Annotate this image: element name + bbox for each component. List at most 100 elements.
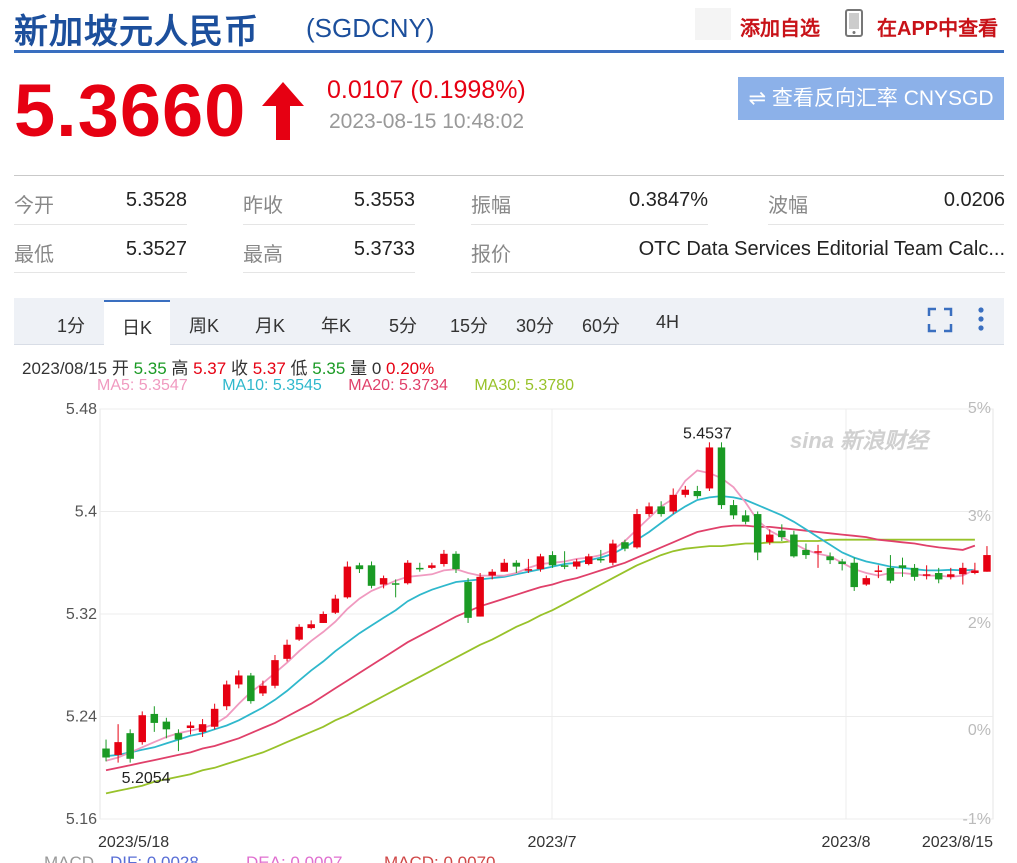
candle-body (162, 721, 171, 730)
candle-body (898, 565, 907, 568)
tab-60min[interactable]: 60分 (582, 316, 621, 336)
candlestick-chart[interactable]: 5.48 5.4 5.32 5.24 5.16 5% 3% 2% 0% -1% sina 新浪财经 5… (0, 395, 1017, 863)
x-tick-label: 2023/5/18 (98, 834, 169, 851)
candle-body (488, 571, 496, 576)
view-in-app-button[interactable]: 在APP中查看 (877, 18, 999, 40)
candle-body (886, 567, 895, 581)
stat-divider (14, 272, 187, 273)
candle-body (114, 742, 122, 755)
y2-tick-label: 2% (968, 615, 991, 632)
tab-5min[interactable]: 5分 (389, 316, 418, 336)
candle-body (343, 566, 352, 598)
candle-body (597, 558, 605, 561)
candle-body (126, 733, 134, 759)
macd-dif: DIF: 0.0028 (110, 853, 199, 863)
watch-placeholder (695, 8, 731, 40)
candle-body (331, 598, 340, 613)
candle-body (391, 583, 400, 585)
candle-body (355, 565, 364, 570)
stats-divider (14, 175, 1004, 176)
candle-body (295, 626, 303, 640)
info-date: 2023/08/15 (22, 359, 108, 378)
tab-yearly[interactable]: 年K (321, 316, 352, 336)
legend-ma20: MA20: 5.3734 (348, 377, 448, 394)
add-watchlist-button[interactable]: 添加自选 (740, 18, 820, 40)
candle-body (802, 549, 810, 556)
info-low-label: 低 (290, 359, 308, 378)
tab-4h[interactable]: 4H (656, 312, 680, 332)
up-arrow-icon (262, 82, 304, 140)
candle-body (934, 573, 943, 580)
y-tick-label: 5.32 (66, 606, 97, 623)
candle-body (150, 713, 159, 723)
x-tick-label: 2023/8/15 (922, 834, 993, 851)
candle-body (138, 715, 146, 743)
candle-body (379, 578, 388, 585)
candle-body (548, 555, 557, 566)
info-low: 5.35 (312, 359, 346, 378)
x-tick-label: 2023/7 (528, 834, 577, 851)
y2-tick-label: 0% (968, 722, 991, 739)
y-tick-label: 5.48 (66, 401, 97, 418)
info-vol-label: 量 (350, 359, 368, 378)
stat-label-amplitude: 振幅 (471, 195, 511, 217)
min-annotation: 5.2054 (122, 770, 171, 787)
stat-value-low: 5.3527 (125, 238, 187, 260)
candle-body (307, 624, 315, 629)
candle-body (198, 724, 207, 732)
tab-15min[interactable]: 15分 (450, 316, 489, 336)
y-tick-label: 5.16 (66, 811, 97, 828)
quote-timestamp: 2023-08-15 10:48:02 (329, 110, 524, 133)
candle-body (874, 570, 883, 572)
stat-label-prev-close: 昨收 (243, 195, 283, 217)
stat-divider (14, 224, 187, 225)
tab-1min[interactable]: 1分 (57, 316, 86, 336)
stat-divider (768, 224, 1004, 225)
candle-body (536, 556, 545, 570)
macd-dea: DEA: 0.0007 (246, 853, 342, 863)
candle-body (947, 574, 955, 577)
candle-body (669, 494, 677, 512)
candle-body (102, 748, 110, 758)
fullscreen-icon[interactable] (927, 307, 953, 333)
stat-label-range: 波幅 (768, 195, 808, 217)
candle-body (560, 565, 569, 567)
candle-body (247, 675, 255, 702)
stat-value-range: 0.0206 (943, 189, 1005, 211)
stat-value-open: 5.3528 (125, 189, 187, 211)
phone-icon[interactable] (845, 9, 863, 37)
ma30-line (105, 538, 975, 795)
candle-body (826, 556, 834, 561)
tab-monthly[interactable]: 月K (255, 316, 286, 336)
tab-daily[interactable]: 日K (122, 318, 153, 338)
candle-body (681, 489, 690, 495)
tab-weekly[interactable]: 周K (189, 316, 220, 336)
candle-body (621, 542, 629, 549)
candle-body (693, 491, 702, 497)
reverse-rate-button[interactable]: ⇌ 查看反向汇率 CNYSGD (738, 77, 1004, 120)
candle-body (174, 733, 183, 740)
info-close-label: 收 (230, 359, 248, 378)
stat-divider (243, 224, 415, 225)
y2-tick-label: 5% (968, 400, 991, 417)
candle-body (717, 447, 726, 506)
candle-body (452, 553, 460, 570)
stat-label-high: 最高 (243, 244, 283, 266)
tab-30min[interactable]: 30分 (516, 316, 555, 336)
info-open: 5.35 (133, 359, 167, 378)
more-menu-icon[interactable] (974, 305, 988, 333)
candle-body (235, 675, 243, 685)
candle-body (814, 551, 822, 553)
candle-body (741, 515, 750, 522)
ma20-line (105, 524, 976, 772)
legend-ma10: MA10: 5.3545 (222, 377, 322, 394)
info-high: 5.37 (193, 359, 227, 378)
stat-divider (471, 224, 708, 225)
candle-body (584, 556, 593, 565)
candle-body (416, 567, 424, 570)
candle-body (766, 534, 774, 543)
candle-body (464, 581, 472, 618)
watermark: sina 新浪财经 (790, 428, 931, 453)
candle-body (500, 562, 509, 572)
page-title: 新加坡元人民币 (14, 13, 259, 51)
